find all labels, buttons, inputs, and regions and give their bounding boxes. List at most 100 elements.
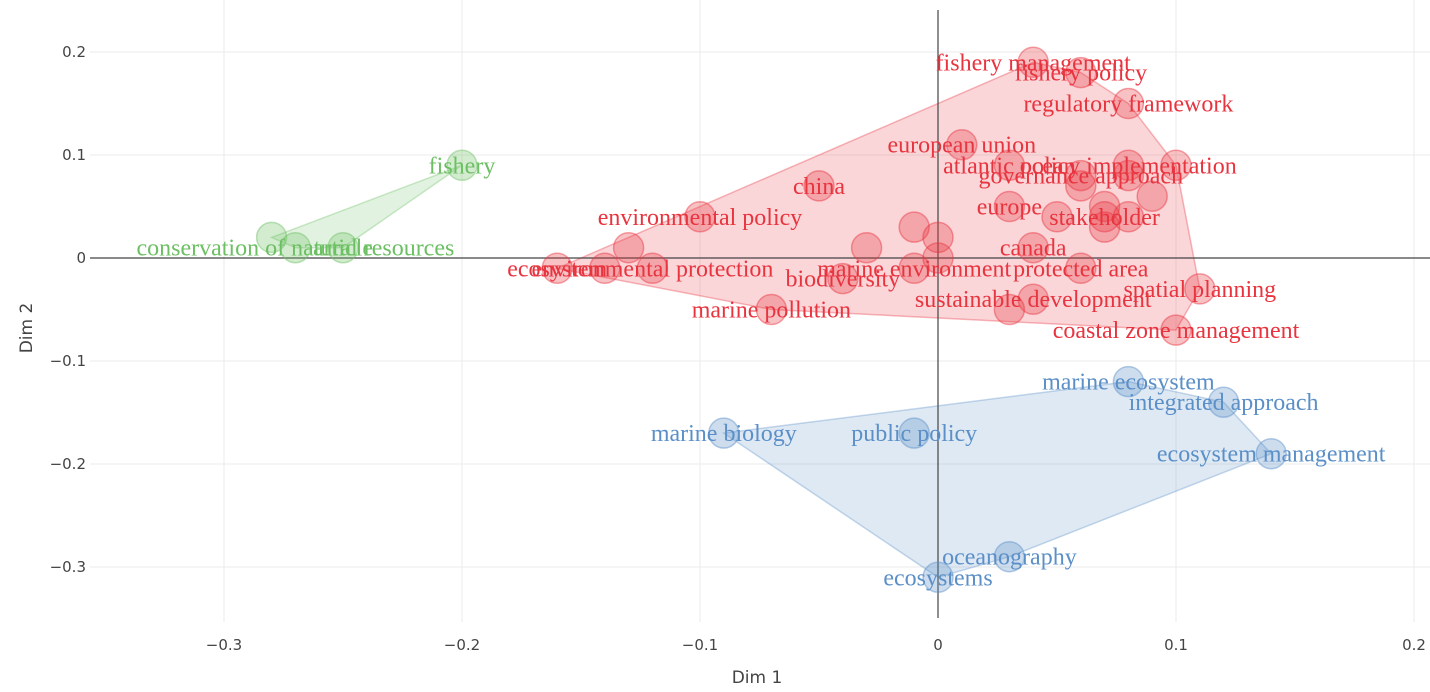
data-point	[1112, 87, 1145, 120]
x-axis-title: Dim 1	[732, 668, 783, 688]
point-label: oceanography	[942, 545, 1077, 571]
x-tick-label: 0.2	[1402, 636, 1426, 654]
zero-axis-layer	[90, 10, 1430, 618]
data-point	[993, 190, 1026, 223]
point-label: ecosystem	[507, 256, 607, 282]
point-label: marine biology	[651, 421, 797, 447]
data-point	[1112, 159, 1145, 192]
point-label: policy implementation	[1020, 153, 1237, 179]
x-tick-label: −0.2	[444, 636, 480, 654]
data-point	[589, 252, 621, 285]
x-tick-label: −0.3	[206, 636, 242, 654]
point-label: marine environment	[817, 256, 1011, 282]
point-label: article	[313, 236, 373, 262]
data-point	[850, 231, 883, 264]
point-label: fishery	[429, 153, 496, 179]
data-point	[1088, 190, 1121, 223]
y-tick-label: −0.1	[50, 352, 86, 370]
data-point	[1065, 170, 1097, 202]
x-tick-label: 0.1	[1164, 636, 1188, 654]
data-point	[1112, 201, 1145, 233]
point-label: ecosystems	[883, 565, 992, 591]
point-label: biodiversity	[785, 267, 900, 293]
data-point	[993, 293, 1026, 326]
point-label: marine ecosystem	[1042, 370, 1215, 396]
data-point	[993, 149, 1026, 182]
y-tick-label: −0.3	[50, 558, 86, 576]
point-label: fishery policy	[1014, 61, 1147, 87]
point-label: integrated approach	[1129, 390, 1319, 416]
data-point	[898, 252, 930, 285]
point-label: governance approach	[979, 164, 1184, 190]
data-point	[1065, 252, 1097, 285]
point-label: china	[793, 174, 845, 200]
point-label: environmental policy	[598, 205, 803, 231]
data-point	[279, 231, 312, 264]
point-label: protected area	[1013, 256, 1149, 282]
point-label: fishery management	[936, 50, 1132, 76]
data-point	[803, 170, 835, 202]
point-label: stakeholder	[1049, 205, 1160, 231]
point-label: european union	[887, 133, 1036, 159]
data-point	[255, 221, 288, 254]
data-point	[755, 293, 788, 326]
point-label: environmental protection	[531, 256, 773, 282]
data-point	[898, 417, 930, 449]
data-point	[1065, 56, 1097, 89]
data-point	[1207, 386, 1240, 418]
data-point	[1041, 201, 1073, 233]
data-point	[946, 128, 978, 161]
point-label: spatial planning	[1123, 277, 1276, 303]
cluster-hull-1	[269, 164, 463, 249]
point-label: conservation of natural resources	[136, 236, 454, 262]
data-point	[1160, 314, 1192, 346]
data-point	[1088, 201, 1121, 233]
y-tick-label: 0.1	[62, 146, 86, 164]
tick-label-layer: −0.3 −0.2 −0.1 0 0.1 0.2 −0.3 −0.2 −0.1 0 0.1 0.2	[50, 43, 1426, 654]
x-tick-label: −0.1	[682, 636, 718, 654]
data-point	[446, 149, 478, 182]
grid-layer	[90, 0, 1430, 622]
data-point	[1017, 283, 1049, 315]
point-layer	[255, 46, 1287, 594]
y-tick-label: −0.2	[50, 455, 86, 473]
data-point	[684, 201, 716, 233]
data-point	[612, 231, 645, 264]
point-label: regulatory framework	[1023, 92, 1233, 118]
point-label: ecosystem management	[1157, 442, 1386, 468]
data-point	[327, 231, 359, 264]
point-label: marine pollution	[692, 298, 851, 324]
data-point	[1160, 149, 1192, 182]
data-point	[1017, 231, 1049, 264]
data-point	[1017, 46, 1049, 79]
y-tick-label: 0.2	[62, 43, 86, 61]
y-tick-label: 0	[76, 249, 86, 267]
point-label: canada	[1000, 236, 1067, 262]
data-point	[1065, 159, 1097, 192]
data-point	[922, 561, 954, 594]
data-point	[1088, 211, 1121, 243]
point-label: atlantic ocean	[943, 153, 1076, 179]
data-point	[1184, 273, 1216, 305]
data-point	[1255, 437, 1287, 470]
data-point	[1136, 180, 1168, 212]
point-label: coastal zone management	[1053, 318, 1300, 344]
data-point	[898, 211, 930, 243]
data-point	[1112, 149, 1145, 182]
x-tick-label: 0	[933, 636, 943, 654]
data-point	[708, 417, 740, 449]
point-label: europe	[977, 195, 1042, 221]
data-point	[1112, 365, 1145, 398]
y-axis-title: Dim 2	[17, 303, 37, 354]
cluster-hull-0	[554, 61, 1201, 331]
data-point	[922, 221, 954, 254]
data-point	[827, 262, 859, 295]
point-label: public policy	[851, 421, 977, 447]
data-point	[541, 252, 573, 285]
data-point	[993, 540, 1026, 573]
point-label: sustainable development	[915, 287, 1152, 313]
data-point	[922, 242, 954, 274]
cluster-hull-layer	[269, 61, 1273, 579]
